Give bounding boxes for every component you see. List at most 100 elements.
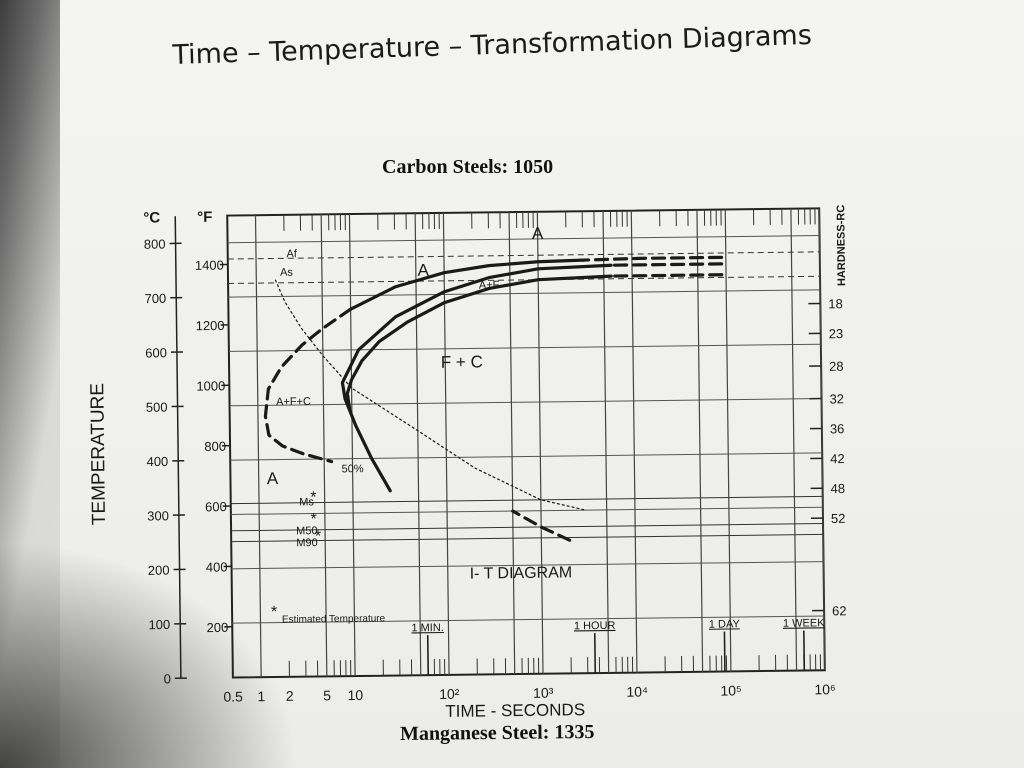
grid-line-v <box>536 211 544 674</box>
hardness-tick-label: 36 <box>830 421 845 436</box>
hardness-tick-label: 23 <box>829 326 844 341</box>
celsius-tick-label: 0 <box>164 671 171 686</box>
curve-6 <box>581 255 724 262</box>
curve-7 <box>263 307 353 464</box>
x-tick-label: 10⁴ <box>626 683 648 699</box>
temp-line-ms <box>230 495 823 505</box>
x-axis-title: TIME - SECONDS <box>445 700 585 721</box>
grid-line-h <box>230 452 823 461</box>
y-axis-title: TEMPERATURE <box>87 383 110 525</box>
grid-line-v <box>696 209 704 672</box>
hardness-tick-label: 62 <box>832 603 847 618</box>
axes: 1 MIN. 1 HOUR 1 DAY 1 WEEK 0.5 1 2 5 10 10² 10³ 10⁴… <box>144 216 847 705</box>
grid-line-h <box>228 343 821 352</box>
grid-line-v <box>790 208 798 671</box>
fahrenheit-tick-label: 1000 <box>196 378 225 393</box>
grid-line-v <box>442 212 450 675</box>
x-tick-label: 10² <box>439 686 460 702</box>
grid-line-v <box>630 210 638 673</box>
curve-5 <box>609 273 724 278</box>
grid-line-h <box>227 235 820 244</box>
fahrenheit-tick-label: 400 <box>206 559 228 574</box>
hardness-tick-label: 18 <box>828 296 843 311</box>
annotation-label: F + C <box>441 352 483 372</box>
x-tick-label: 5 <box>323 687 331 703</box>
grid-line-h <box>230 506 823 515</box>
x-tick-label: 0.5 <box>223 688 243 704</box>
estimated-marker: * <box>271 604 277 621</box>
grid-line-h <box>228 289 821 298</box>
estimated-marker: * <box>315 528 321 545</box>
fahrenheit-tick-label: 1200 <box>196 318 225 333</box>
annotation-label: M50 <box>296 525 318 537</box>
celsius-tick-label: 700 <box>144 291 166 306</box>
x-tick-label: 2 <box>286 688 294 704</box>
it-diagram-label: I- T DIAGRAM <box>470 564 573 582</box>
temp-line-m50 <box>231 523 824 532</box>
curve-2 <box>345 274 613 412</box>
grid-line-v <box>414 213 422 676</box>
fahrenheit-tick-label: 200 <box>206 620 228 635</box>
celsius-tick-label: 200 <box>148 563 170 578</box>
temp-line-as <box>228 275 821 284</box>
fahrenheit-tick-label: 800 <box>204 439 226 454</box>
x-tick-label: 10³ <box>533 685 554 701</box>
celsius-tick-label: 800 <box>144 236 166 251</box>
grid-line-v <box>508 212 516 675</box>
annotation-label: A <box>417 261 429 280</box>
celsius-tick-label: 600 <box>145 345 167 360</box>
grid-line-v <box>818 208 826 671</box>
fahrenheit-unit: °F <box>197 209 212 226</box>
x-tick-label: 10⁵ <box>720 682 742 698</box>
x-tick-label: 10 <box>347 687 363 703</box>
celsius-axis <box>174 216 182 679</box>
chart-title: Carbon Steels: 1050 <box>382 156 554 178</box>
annotation-label: As <box>280 267 293 279</box>
celsius-tick-label: 500 <box>146 400 168 415</box>
curve-3 <box>349 258 585 311</box>
hardness-tick-label: 52 <box>831 511 846 526</box>
annotation-label: Estimated Temperature <box>282 613 386 625</box>
annotation-label: Af <box>286 248 297 260</box>
estimated-marker: * <box>310 511 316 528</box>
celsius-tick-label: 400 <box>146 454 168 469</box>
temp-line-af <box>227 251 820 260</box>
annotation-label: Ms <box>299 496 314 508</box>
hardness-tick-label: 32 <box>829 391 844 406</box>
annotation-label: A+F <box>479 279 500 291</box>
hardness-tick-label: 42 <box>830 451 845 466</box>
annotation-label: A <box>532 224 544 243</box>
annotation-label: 50% <box>341 463 363 475</box>
celsius-tick-label: 300 <box>147 508 169 523</box>
annotation-label: M90 <box>296 537 318 549</box>
x-tick-label: 1 <box>257 688 265 704</box>
temp-line-m90 <box>231 533 824 543</box>
hardness-tick-label: 28 <box>829 359 844 374</box>
curve-4 <box>609 262 724 267</box>
time-marker-label: 1 MIN. <box>411 622 444 634</box>
x-tick-label: 10⁶ <box>814 681 836 697</box>
fahrenheit-tick-label: 1400 <box>195 258 224 273</box>
grid-line-h <box>231 561 824 570</box>
time-marker-label: 1 WEEK <box>783 617 825 630</box>
grid-line-v <box>724 209 732 672</box>
estimated-marker: * <box>310 489 316 506</box>
fahrenheit-tick-label: 600 <box>205 499 227 514</box>
hardness-tick-label: 48 <box>831 481 846 496</box>
time-marker-label: 1 DAY <box>709 618 741 630</box>
grid-line-v <box>320 214 328 677</box>
grid-line-h <box>232 615 825 624</box>
grid-line-v <box>602 210 610 673</box>
grid-line-h <box>229 398 822 407</box>
celsius-unit: °C <box>143 209 160 226</box>
curve-1 <box>340 263 613 493</box>
plot-grid <box>227 208 826 678</box>
celsius-tick-label: 100 <box>148 617 170 632</box>
grid-line-v <box>254 215 262 678</box>
right-axis-title: HARDNESS-RC <box>835 205 848 286</box>
annotation-label: A+F+C <box>276 396 311 408</box>
grid-line-v <box>348 214 356 677</box>
time-marker-label: 1 HOUR <box>574 620 616 633</box>
